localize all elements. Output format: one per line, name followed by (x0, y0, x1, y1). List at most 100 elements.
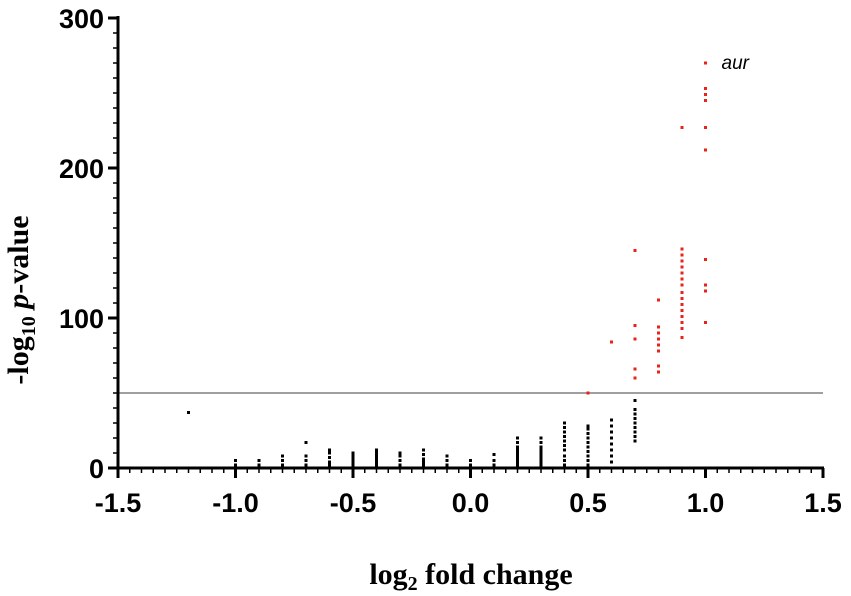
x-tick-label: 0.0 (452, 488, 490, 518)
data-point (633, 376, 637, 380)
y-tick-label: 300 (59, 4, 104, 34)
data-point (539, 460, 543, 464)
data-point (328, 451, 331, 455)
data-point (586, 459, 590, 462)
data-point (304, 454, 308, 458)
data-point (610, 340, 613, 344)
data-point (680, 265, 684, 269)
data-point (704, 126, 707, 129)
data-point (328, 460, 331, 464)
data-point (516, 441, 519, 444)
y-tick-label: 0 (89, 454, 104, 484)
data-point (657, 331, 660, 335)
data-point (610, 460, 613, 464)
data-point (563, 421, 566, 425)
data-point (563, 435, 566, 438)
data-point (539, 454, 543, 458)
data-point (375, 448, 378, 452)
data-point (657, 370, 660, 374)
data-point (704, 87, 707, 90)
data-point (375, 463, 378, 467)
data-point (422, 460, 425, 464)
data-point (680, 277, 684, 281)
data-point (539, 441, 543, 444)
data-point (422, 453, 425, 456)
data-point (257, 459, 261, 462)
data-point (610, 448, 613, 452)
data-point (586, 391, 590, 395)
data-point (516, 463, 519, 467)
data-point (563, 439, 566, 443)
data-point (422, 463, 425, 467)
data-point (680, 321, 684, 324)
data-point (633, 337, 637, 341)
data-point (539, 436, 543, 440)
data-point (516, 436, 519, 440)
data-point (516, 448, 519, 452)
data-point (375, 454, 378, 458)
data-point (610, 436, 613, 440)
x-tick-label: 1.5 (804, 488, 842, 518)
data-point (281, 463, 284, 467)
data-point (704, 93, 707, 96)
data-point (657, 325, 660, 329)
data-point (680, 271, 684, 275)
data-point (610, 430, 613, 434)
data-point (657, 349, 660, 353)
data-point (657, 337, 660, 341)
data-point (633, 412, 637, 416)
data-point (586, 463, 590, 467)
data-point (704, 283, 707, 287)
data-point (680, 327, 684, 330)
data-point (469, 463, 472, 467)
data-point (398, 463, 402, 467)
data-point (351, 463, 355, 467)
data-point (539, 463, 543, 467)
y-axis-title: -log10 p-value (2, 215, 40, 384)
data-point (304, 459, 308, 462)
data-point (586, 450, 590, 453)
data-point (445, 463, 449, 467)
data-point (539, 445, 543, 449)
data-point (398, 454, 402, 458)
x-tick-label: 1.0 (687, 488, 725, 518)
data-point (633, 324, 637, 327)
data-point (328, 456, 331, 459)
data-point (422, 448, 425, 452)
data-point (586, 441, 590, 444)
data-point (563, 426, 566, 429)
data-point (375, 460, 378, 464)
x-tick-label: 0.5 (569, 488, 607, 518)
data-point (633, 435, 637, 438)
data-point (633, 249, 637, 252)
data-point (633, 426, 637, 429)
data-point (234, 463, 237, 467)
data-point (610, 454, 613, 458)
data-point (680, 283, 684, 287)
data-point (680, 247, 684, 251)
data-point (657, 298, 660, 302)
data-point (351, 460, 355, 464)
data-point (445, 459, 449, 462)
x-tick-label: -0.5 (330, 488, 377, 518)
data-point (633, 421, 637, 425)
data-point (633, 439, 637, 443)
data-point (563, 459, 566, 462)
data-point (633, 417, 637, 420)
data-point (680, 253, 684, 257)
data-point (586, 436, 590, 440)
data-point (680, 303, 684, 306)
y-tick-label: 100 (59, 304, 104, 334)
data-point (610, 418, 613, 422)
x-tick-label: -1.0 (212, 488, 259, 518)
data-point (187, 411, 190, 414)
data-point (563, 463, 566, 467)
data-point (539, 448, 543, 452)
data-point (586, 432, 590, 435)
data-point (704, 99, 707, 102)
data-point (516, 460, 519, 464)
data-point (704, 289, 707, 293)
data-point (375, 451, 378, 455)
y-tick-label: 200 (59, 154, 104, 184)
